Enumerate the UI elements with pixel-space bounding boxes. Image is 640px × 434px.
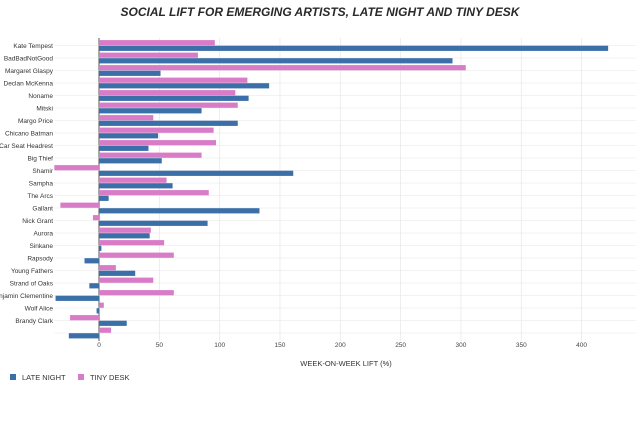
chart-title: SOCIAL LIFT FOR EMERGING ARTISTS, LATE N… [121, 5, 521, 19]
bar-tiny-desk [70, 315, 99, 321]
bar-tiny-desk [99, 252, 174, 258]
bar-late-night [99, 70, 161, 76]
category-label: Aurora [33, 230, 53, 237]
bar-tiny-desk [99, 265, 116, 271]
category-label: The Arcs [27, 193, 53, 200]
bars [54, 40, 609, 339]
bar-tiny-desk [99, 227, 151, 233]
category-label: Nick Grant [22, 218, 53, 225]
bar-late-night [99, 133, 159, 139]
bar-late-night [99, 208, 260, 214]
bar-tiny-desk [99, 190, 209, 196]
category-label: Sampha [29, 180, 54, 187]
bar-tiny-desk [54, 165, 99, 171]
bar-tiny-desk [99, 277, 154, 283]
x-tick-label: 150 [275, 342, 286, 349]
bar-tiny-desk [99, 90, 236, 96]
bar-tiny-desk [99, 127, 214, 133]
bar-tiny-desk [99, 40, 215, 46]
bar-tiny-desk [99, 102, 238, 108]
bar-late-night [99, 58, 453, 64]
category-label: Margaret Glaspy [5, 68, 54, 75]
x-tick-label: 250 [395, 342, 406, 349]
x-tick-label: 50 [156, 342, 164, 349]
bar-late-night [99, 95, 249, 101]
bar-tiny-desk [99, 177, 167, 183]
bar-late-night [89, 283, 99, 289]
bar-late-night [99, 170, 294, 176]
x-tick-label: 300 [456, 342, 467, 349]
bar-tiny-desk [99, 140, 217, 146]
legend-swatch-tiny-desk [78, 374, 84, 380]
x-tick-label: 200 [335, 342, 346, 349]
category-label: Rapsody [27, 255, 53, 262]
legend-label-tiny-desk: TINY DESK [90, 373, 129, 382]
bar-tiny-desk [60, 202, 99, 208]
category-label: Margo Price [18, 118, 53, 125]
bar-late-night [99, 245, 102, 251]
legend-swatch-late-night [10, 374, 16, 380]
category-label: Big Thief [27, 155, 53, 162]
bar-late-night [99, 145, 149, 151]
x-tick-label: 100 [214, 342, 225, 349]
category-label: Mitski [36, 105, 53, 112]
bar-tiny-desk [92, 215, 99, 221]
category-label: Car Seat Headrest [0, 143, 53, 150]
bar-late-night [99, 220, 208, 226]
bar-tiny-desk [99, 240, 165, 246]
x-tick-labels: 0 50 100 150 200 250 300 350 400 [97, 342, 587, 349]
bar-tiny-desk [99, 290, 174, 296]
bar-tiny-desk [99, 52, 198, 58]
grid [54, 38, 636, 341]
bar-tiny-desk [99, 115, 154, 121]
category-label: Declan McKenna [4, 80, 54, 87]
category-label: Shamir [32, 168, 53, 175]
bar-late-night [99, 270, 136, 276]
bar-late-night [99, 158, 162, 164]
category-label: Noname [28, 93, 53, 100]
x-tick-label: 400 [576, 342, 587, 349]
bar-tiny-desk [99, 152, 202, 158]
x-tick-label: 350 [516, 342, 527, 349]
category-label: Gallant [32, 205, 53, 212]
bar-late-night [99, 233, 150, 239]
bar-late-night [96, 308, 99, 314]
category-label: Sinkane [30, 243, 54, 250]
category-label: Young Fathers [11, 268, 54, 275]
category-label: BadBadNotGood [4, 55, 54, 62]
category-label: Strand of Oaks [10, 280, 54, 287]
bar-late-night [99, 195, 109, 201]
x-tick-label: 0 [97, 342, 101, 349]
category-label: Kate Tempest [13, 43, 53, 50]
bar-tiny-desk [99, 77, 248, 83]
category-label: enjamin Clementine [0, 293, 53, 300]
category-label: Brandy Clark [15, 318, 53, 325]
bar-late-night [99, 320, 127, 326]
x-axis-title: WEEK-ON-WEEK LIFT (%) [300, 359, 392, 368]
bar-late-night [99, 120, 238, 126]
bar-late-night [99, 45, 609, 51]
bar-tiny-desk [99, 327, 112, 333]
bar-tiny-desk [99, 65, 466, 71]
bar-late-night [99, 83, 270, 89]
bar-late-night [55, 295, 99, 301]
bar-tiny-desk [99, 302, 104, 308]
category-labels: Kate Tempest BadBadNotGood Margaret Glaspy… [0, 43, 54, 325]
legend: LATE NIGHT TINY DESK [10, 373, 129, 382]
bar-late-night [68, 333, 99, 339]
bar-late-night [99, 183, 173, 189]
bar-late-night [84, 258, 99, 264]
bar-late-night [99, 108, 202, 114]
category-label: Wolf Alice [25, 305, 54, 312]
category-label: Chicano Batman [5, 130, 53, 137]
legend-label-late-night: LATE NIGHT [22, 373, 66, 382]
